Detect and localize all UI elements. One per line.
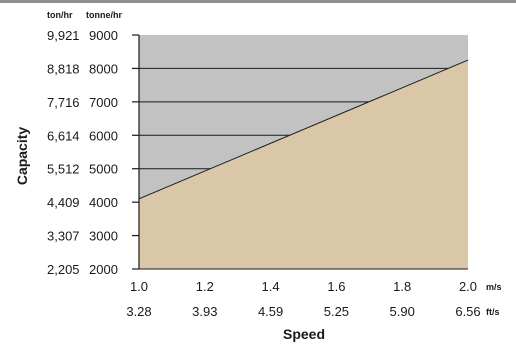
y-axis-title: Capacity <box>14 127 30 186</box>
x-unit-primary: m/s <box>486 282 502 292</box>
top-rule <box>0 0 516 3</box>
y-tick-label-ton: 8,818 <box>47 61 80 76</box>
y-tick-label-ton: 5,512 <box>47 162 80 177</box>
x-tick-label-fts: 5.90 <box>390 304 415 319</box>
x-tick-label-ms: 1.2 <box>196 279 214 294</box>
capacity-line <box>138 59 469 200</box>
y-tick-label-tonne: 9000 <box>89 28 118 43</box>
y-tick-label-tonne: 6000 <box>89 128 118 143</box>
y-tick-label-tonne: 5000 <box>89 162 118 177</box>
y-tick-label-tonne: 4000 <box>89 195 118 210</box>
x-tick-label-fts: 6.56 <box>455 304 480 319</box>
x-tick-label-fts: 3.93 <box>192 304 217 319</box>
x-tick-label-fts: 3.28 <box>126 304 151 319</box>
y-unit-secondary: ton/hr <box>47 10 73 20</box>
y-tick-label-ton: 4,409 <box>47 195 80 210</box>
x-tick-label-ms: 1.0 <box>130 279 148 294</box>
y-tick-label-tonne: 8000 <box>89 61 118 76</box>
x-tick-label-ms: 1.8 <box>393 279 411 294</box>
x-unit-secondary: ft/s <box>486 307 500 317</box>
y-tick-label-ton: 9,921 <box>47 28 80 43</box>
y-tick-label-ton: 2,205 <box>47 262 80 277</box>
y-tick-label-tonne: 3000 <box>89 229 118 244</box>
x-tick-label-ms: 1.4 <box>262 279 280 294</box>
y-tick-label-tonne: 2000 <box>89 262 118 277</box>
y-tick-label-ton: 7,716 <box>47 95 80 110</box>
y-unit-primary: tonne/hr <box>86 10 122 20</box>
x-axis-title: Speed <box>283 326 325 342</box>
x-tick-label-fts: 4.59 <box>258 304 283 319</box>
x-tick-label-ms: 2.0 <box>459 279 477 294</box>
x-tick-label-ms: 1.6 <box>327 279 345 294</box>
x-tick-label-fts: 5.25 <box>324 304 349 319</box>
y-tick-label-ton: 6,614 <box>47 128 80 143</box>
y-tick-label-tonne: 7000 <box>89 95 118 110</box>
capacity-area <box>139 60 468 270</box>
y-tick-label-ton: 3,307 <box>47 229 80 244</box>
